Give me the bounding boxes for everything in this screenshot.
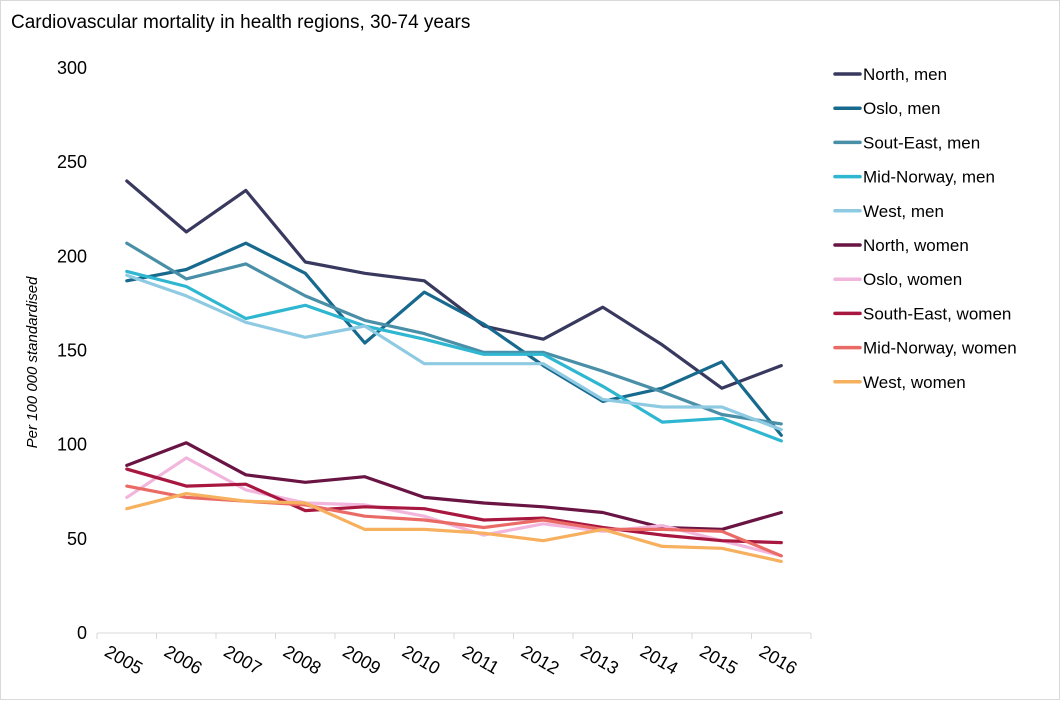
chart-title: Cardiovascular mortality in health regio… — [11, 12, 471, 33]
y-tick-label: 200 — [57, 246, 87, 266]
legend-label: Oslo, men — [863, 99, 940, 118]
legend-label: North, men — [863, 65, 947, 84]
legend-item: Mid-Norway, men — [833, 168, 995, 187]
series-lines — [125, 179, 783, 564]
series-line-north-men — [125, 179, 783, 390]
y-tick-label: 300 — [57, 58, 87, 78]
x-tick-label: 2009 — [339, 641, 384, 678]
legend-label: Mid-Norway, women — [863, 339, 1017, 358]
legend-item: North, men — [833, 65, 947, 84]
y-axis-label: Per 100 000 standardised — [24, 276, 41, 448]
legend-label: Mid-Norway, men — [863, 168, 995, 187]
series-line-sout-east-men — [125, 241, 783, 426]
y-tick-label: 0 — [77, 623, 87, 643]
x-tick-label: 2012 — [518, 641, 563, 678]
y-tick-label: 50 — [67, 529, 87, 549]
legend: North, men Oslo, men Sout-East, men Mid-Nor… — [833, 65, 1017, 392]
legend-item: Oslo, men — [833, 99, 940, 118]
x-tick-label: 2007 — [220, 641, 265, 678]
y-tick-label: 100 — [57, 435, 87, 455]
y-tick-label: 150 — [57, 341, 87, 361]
series-line-oslo-women — [125, 456, 783, 558]
series-line-mid-norway-women — [125, 484, 783, 558]
x-tick-label: 2013 — [577, 641, 622, 678]
legend-label: North, women — [863, 236, 969, 255]
legend-item: West, women — [833, 373, 966, 392]
x-tick-label: 2011 — [459, 641, 503, 678]
legend-label: West, men — [863, 202, 944, 221]
series-line-mid-norway-men — [125, 269, 783, 443]
legend-label: Oslo, women — [863, 270, 962, 289]
legend-item: Sout-East, men — [833, 133, 980, 152]
series-line-oslo-men — [125, 241, 783, 437]
legend-label: Sout-East, men — [863, 133, 980, 152]
x-tick-label: 2015 — [696, 641, 741, 678]
x-tick-label: 2008 — [280, 641, 325, 678]
x-tick-label: 2005 — [101, 641, 146, 678]
series-line-south-east-women — [125, 467, 783, 545]
legend-item: Mid-Norway, women — [833, 339, 1017, 358]
legend-label: West, women — [863, 373, 966, 392]
legend-item: North, women — [833, 236, 969, 255]
legend-label: South-East, women — [863, 304, 1011, 323]
x-tick-label: 2014 — [637, 641, 682, 678]
legend-item: West, men — [833, 202, 944, 221]
legend-item: Oslo, women — [833, 270, 962, 289]
series-line-west-women — [125, 492, 783, 564]
x-tick-label: 2016 — [756, 641, 801, 678]
series-line-west-men — [125, 273, 783, 432]
legend-item: South-East, women — [833, 304, 1011, 323]
x-tick-label: 2010 — [399, 641, 444, 678]
x-tick-label: 2006 — [161, 641, 206, 678]
y-tick-label: 250 — [57, 152, 87, 172]
